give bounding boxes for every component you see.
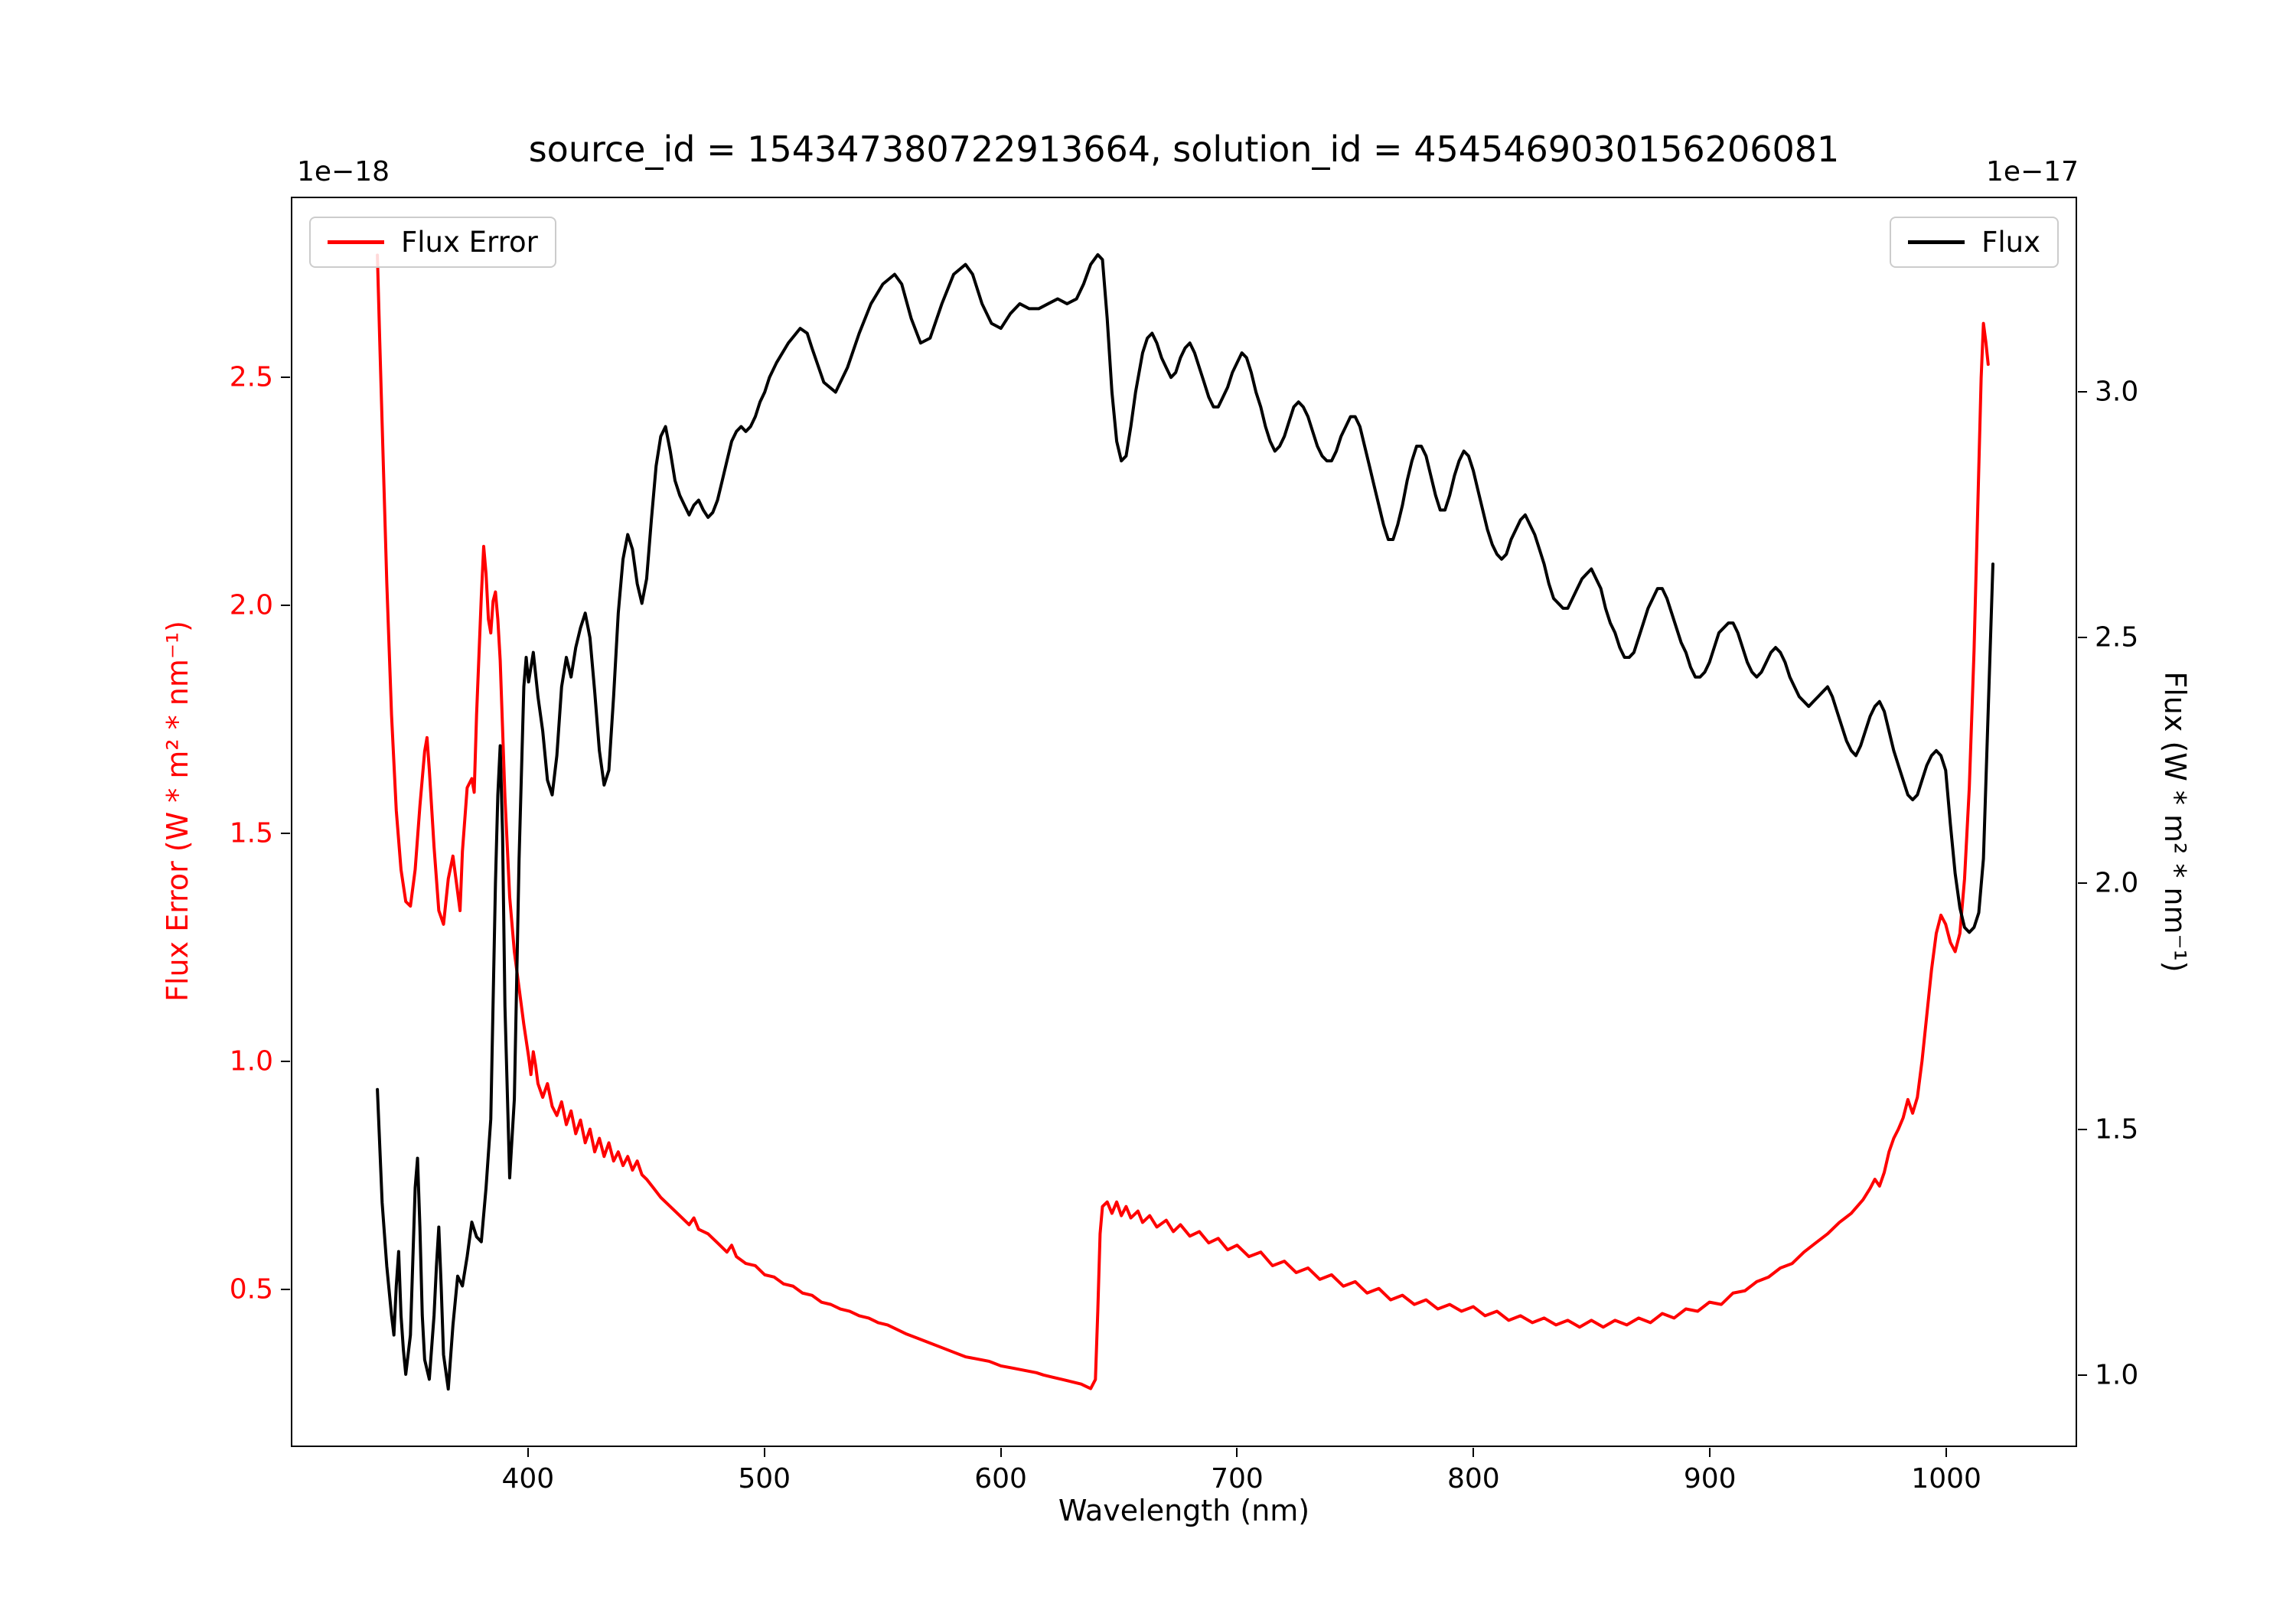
y-left-tick-label: 1.0 [229, 1045, 273, 1077]
y-right-tick-mark [2078, 390, 2087, 393]
y-right-offset-text: 1e−17 [1985, 156, 2079, 187]
y-right-tick-mark [2078, 1128, 2087, 1130]
y-right-axis-label: Flux (W * m² * nm⁻¹) [2158, 671, 2192, 973]
x-tick-label: 600 [974, 1463, 1027, 1495]
y-left-offset-text: 1e−18 [297, 156, 390, 187]
flux-error-line [376, 253, 1990, 1390]
y-left-axis-label: Flux Error (W * m² * nm⁻¹) [161, 621, 194, 1002]
x-tick-mark [1473, 1448, 1475, 1457]
x-tick-label: 800 [1447, 1463, 1500, 1495]
y-right-tick-label: 3.0 [2095, 376, 2139, 408]
y-right-tick-label: 1.0 [2095, 1359, 2139, 1391]
y-right-tick-label: 2.0 [2095, 867, 2139, 899]
x-axis-label: Wavelength (nm) [1058, 1494, 1310, 1527]
x-tick-label: 400 [501, 1463, 555, 1495]
flux-line [376, 253, 1994, 1391]
legend-flux: Flux [1890, 217, 2059, 268]
y-right-tick-mark [2078, 1374, 2087, 1376]
x-tick-mark [1000, 1448, 1002, 1457]
y-left-tick-mark [281, 376, 290, 379]
y-left-tick-mark [281, 1288, 290, 1290]
x-tick-label: 700 [1211, 1463, 1264, 1495]
x-tick-mark [1945, 1448, 1948, 1457]
y-right-tick-mark [2078, 637, 2087, 639]
x-tick-mark [1709, 1448, 1711, 1457]
y-right-tick-label: 1.5 [2095, 1113, 2139, 1146]
y-left-tick-label: 2.0 [229, 589, 273, 621]
y-left-tick-mark [281, 605, 290, 607]
x-tick-mark [527, 1448, 529, 1457]
legend-flux-error: Flux Error [309, 217, 556, 268]
x-tick-mark [1236, 1448, 1238, 1457]
y-right-tick-mark [2078, 882, 2087, 885]
flux-error-legend-label: Flux Error [401, 226, 538, 259]
y-left-tick-label: 1.5 [229, 817, 273, 849]
flux-error-legend-line [328, 240, 384, 244]
x-tick-mark [763, 1448, 765, 1457]
y-right-tick-label: 2.5 [2095, 621, 2139, 654]
y-left-tick-mark [281, 832, 290, 834]
flux-legend-label: Flux [1981, 226, 2040, 259]
x-tick-label: 1000 [1911, 1463, 1981, 1495]
y-left-tick-label: 2.5 [229, 361, 273, 393]
flux-legend-line [1908, 240, 1965, 244]
plot-area: Flux Error Flux [291, 197, 2077, 1447]
y-left-tick-label: 0.5 [229, 1273, 273, 1305]
plot-canvas [376, 253, 1994, 1391]
plot-title: source_id = 154347380722913664, solution… [528, 129, 1840, 170]
x-tick-label: 900 [1683, 1463, 1737, 1495]
y-left-tick-mark [281, 1060, 290, 1062]
x-tick-label: 500 [738, 1463, 791, 1495]
